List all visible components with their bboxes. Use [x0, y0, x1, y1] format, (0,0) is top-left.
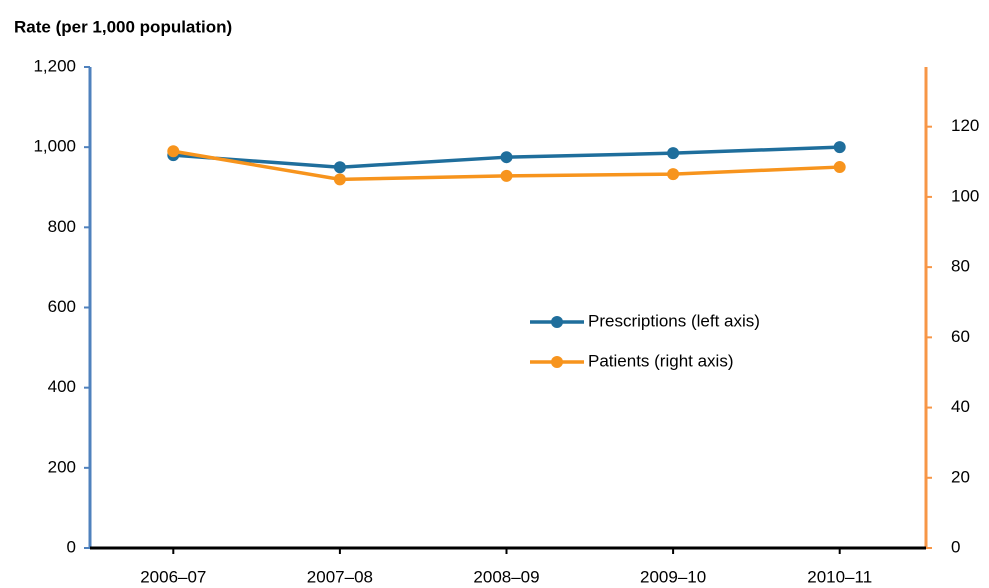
data-point	[833, 161, 846, 174]
axis-title: Rate (per 1,000 population)	[14, 17, 232, 36]
data-point	[333, 173, 346, 186]
y2-tick-label: 120	[951, 116, 979, 135]
y2-tick-label: 100	[951, 186, 979, 205]
y2-tick-label: 80	[951, 257, 970, 276]
y-tick-label: 0	[67, 537, 76, 556]
x-tick-label: 2007–08	[307, 567, 373, 586]
y2-tick-label: 60	[951, 327, 970, 346]
legend-marker	[551, 356, 563, 368]
y2-tick-label: 20	[951, 467, 970, 486]
x-tick-label: 2010–11	[807, 567, 872, 586]
y-tick-label: 800	[48, 217, 76, 236]
x-tick-label: 2009–10	[640, 567, 706, 586]
legend-label: Prescriptions (left axis)	[588, 311, 760, 330]
data-point	[667, 147, 680, 160]
y-tick-label: 1,200	[33, 56, 76, 75]
data-point	[500, 169, 513, 182]
x-tick-label: 2008–09	[473, 567, 539, 586]
y-tick-label: 1,000	[33, 137, 76, 156]
data-point	[167, 145, 180, 158]
y-tick-label: 400	[48, 377, 76, 396]
x-tick-label: 2006–07	[140, 567, 206, 586]
legend-label: Patients (right axis)	[588, 351, 734, 370]
y2-tick-label: 0	[951, 537, 960, 556]
legend-marker	[551, 316, 563, 328]
data-point	[333, 161, 346, 174]
y-tick-label: 200	[48, 457, 76, 476]
data-point	[500, 151, 513, 164]
data-point	[667, 168, 680, 181]
y-tick-label: 600	[48, 297, 76, 316]
y2-tick-label: 40	[951, 397, 970, 416]
data-point	[833, 141, 846, 154]
